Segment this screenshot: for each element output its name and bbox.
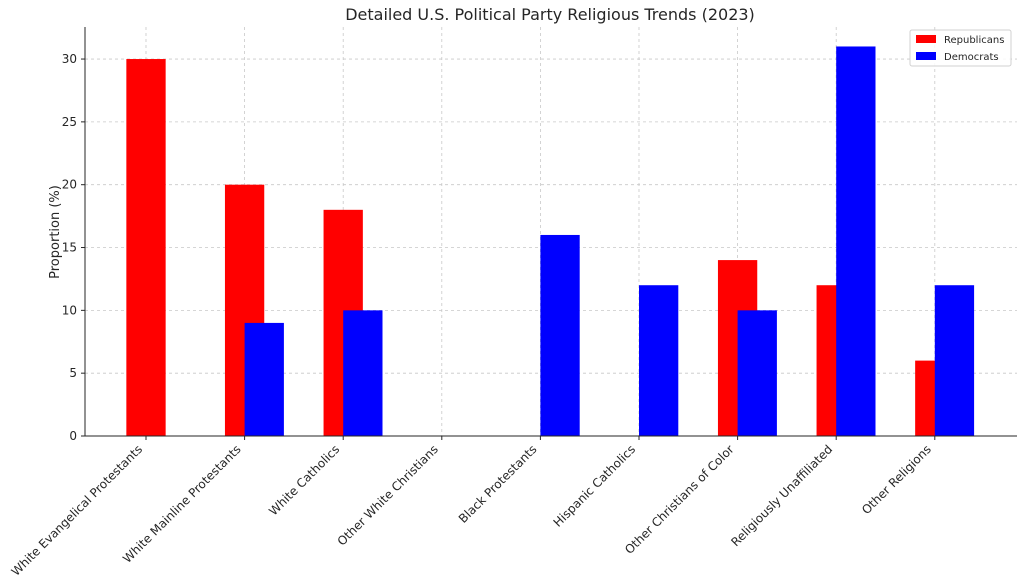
y-tick-label: 25 — [62, 115, 77, 129]
x-tick-label: Other White Christians — [335, 442, 441, 548]
bar-democrats-8 — [934, 285, 975, 436]
x-tick-label: Black Protestants — [456, 442, 540, 526]
bar-republicans-0 — [126, 59, 166, 436]
x-tick-label: White Mainline Protestants — [120, 442, 244, 566]
chart-title: Detailed U.S. Political Party Religious … — [345, 5, 755, 24]
y-tick-label: 15 — [62, 241, 77, 255]
x-tick-label: Hispanic Catholics — [551, 442, 639, 530]
x-tick-label: Other Religions — [859, 442, 934, 517]
legend-swatch-democrats — [916, 52, 936, 60]
legend-label-republicans: Republicans — [944, 35, 1004, 46]
bars — [126, 46, 975, 436]
legend-swatch-republicans — [916, 35, 936, 43]
x-tick-label: Other Christians of Color — [622, 442, 737, 557]
y-tick-label: 5 — [69, 366, 77, 380]
bar-democrats-7 — [836, 46, 876, 436]
y-tick-label: 0 — [69, 429, 77, 443]
bar-democrats-2 — [343, 310, 383, 436]
x-tick-label: Religiously Unaffiliated — [728, 442, 835, 549]
bar-democrats-1 — [244, 322, 284, 436]
y-tick-label: 30 — [62, 52, 77, 66]
legend: Republicans Democrats — [909, 29, 1012, 67]
bar-democrats-6 — [737, 310, 777, 436]
y-tick-label: 20 — [62, 178, 77, 192]
legend-label-democrats: Democrats — [944, 52, 999, 63]
x-tick-label: White Catholics — [266, 442, 342, 518]
bar-democrats-5 — [639, 285, 679, 436]
bar-democrats-4 — [540, 234, 580, 436]
y-axis-label: Proportion (%) — [48, 185, 63, 279]
y-tick-label: 10 — [62, 303, 77, 317]
